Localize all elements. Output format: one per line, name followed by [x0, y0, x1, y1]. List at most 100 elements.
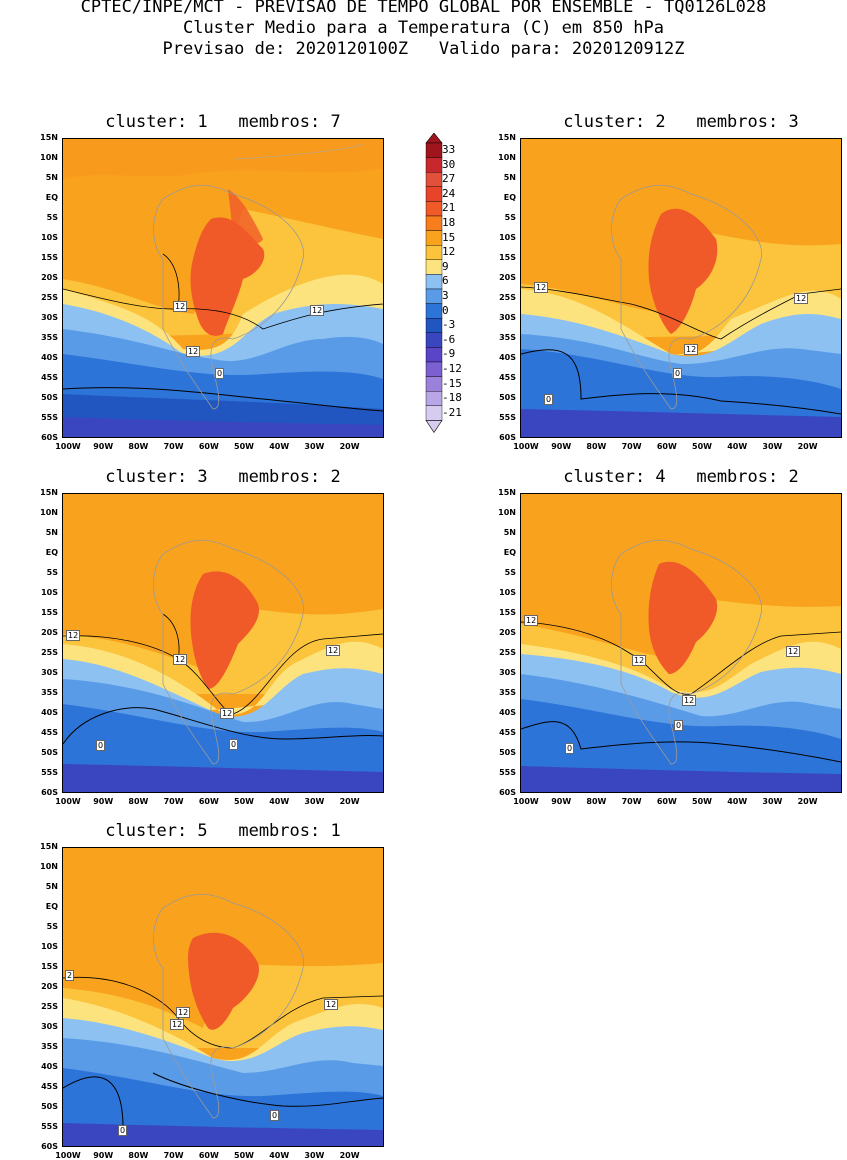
lon-tick-label: 30W [762, 442, 783, 451]
lat-tick-label: 60S [499, 788, 516, 797]
lat-tick-label: EQ [45, 193, 58, 202]
lat-tick-label: 15S [499, 253, 516, 262]
colorbar-swatch [425, 201, 443, 217]
lon-tick-label: 90W [93, 442, 114, 451]
lat-tick-label: 40S [41, 353, 58, 362]
lon-tick-label: 50W [692, 442, 712, 451]
colorbar-tick-label: 33 [442, 143, 456, 156]
lat-tick-label: 40S [41, 708, 58, 717]
lat-tick-label: 5S [46, 568, 58, 577]
lat-tick-label: 40S [499, 353, 516, 362]
lon-tick-label: 80W [128, 797, 149, 806]
lat-tick-label: 15N [498, 133, 516, 142]
lon-tick-label: 70W [163, 442, 184, 451]
lon-tick-label: 100W [55, 1151, 81, 1160]
lat-tick-label: 5S [46, 213, 58, 222]
contour-label: 12 [632, 655, 647, 666]
lon-tick-label: 80W [128, 442, 149, 451]
lon-tick-label: 100W [55, 797, 81, 806]
lat-tick-label: 10N [40, 862, 58, 871]
lat-tick-label: 5S [504, 213, 516, 222]
contour-label: 0 [270, 1110, 280, 1121]
lat-tick-label: 15S [499, 608, 516, 617]
lon-tick-label: 60W [198, 797, 219, 806]
colorbar-swatch [425, 142, 443, 158]
colorbar-swatch [425, 259, 443, 275]
contour-label: 12 [220, 708, 235, 719]
lon-tick-label: 60W [198, 442, 219, 451]
lat-tick-label: 15N [40, 842, 58, 851]
lon-tick-label: 60W [656, 797, 677, 806]
colorbar-tick-label: -21 [442, 405, 462, 419]
lat-tick-label: 30S [499, 668, 516, 677]
lon-tick-label: 50W [234, 1151, 254, 1160]
lat-tick-label: 15N [498, 488, 516, 497]
lat-tick-label: 10N [40, 153, 58, 162]
colorbar-tick-label: -12 [442, 362, 462, 375]
lat-tick-label: 40S [41, 1062, 58, 1071]
lat-tick-label: 5S [504, 568, 516, 577]
lat-tick-label: EQ [45, 902, 58, 911]
contour-label: 0 [544, 394, 554, 405]
colorbar-swatch [425, 303, 443, 319]
temperature-map [520, 138, 842, 438]
lat-tick-label: 40S [499, 708, 516, 717]
lat-tick-label: 5N [45, 882, 58, 891]
lon-tick-label: 40W [269, 797, 290, 806]
temperature-map [62, 493, 384, 793]
colorbar-tick-label: -6 [442, 332, 456, 346]
temperature-map [520, 493, 842, 793]
lon-tick-label: 50W [234, 442, 254, 451]
lat-tick-label: 60S [41, 433, 58, 442]
lat-tick-label: 25S [499, 293, 516, 302]
lat-tick-label: 55S [499, 413, 516, 422]
lat-tick-label: 10N [498, 153, 516, 162]
lat-tick-label: 55S [499, 768, 516, 777]
colorbar-tick-label: -18 [442, 391, 462, 405]
colorbar-swatch [425, 172, 443, 188]
contour-label: 12 [524, 615, 539, 626]
lat-tick-label: 15N [40, 488, 58, 497]
contour-label: 0 [96, 740, 106, 751]
lon-tick-label: 40W [727, 442, 748, 451]
lon-tick-label: 90W [93, 1151, 114, 1160]
colorbar-swatches [425, 133, 443, 433]
lon-tick-label: 40W [269, 1151, 290, 1160]
lat-tick-label: 45S [499, 728, 516, 737]
lon-tick-label: 20W [339, 797, 360, 806]
lat-tick-label: 35S [499, 333, 516, 342]
colorbar-tick-label: 18 [442, 216, 456, 229]
colorbar-tick-label: 3 [442, 289, 449, 302]
lat-tick-label: 15N [40, 133, 58, 142]
lon-tick-label: 30W [304, 1151, 325, 1160]
header-line-3: Previsao de: 2020120100Z Valido para: 20… [162, 39, 685, 59]
lon-tick-label: 20W [339, 442, 360, 451]
lat-tick-label: 60S [499, 433, 516, 442]
colorbar-tick-label: 30 [442, 157, 456, 171]
contour-label: 12 [176, 1007, 191, 1018]
lat-tick-label: 10S [41, 233, 58, 242]
colorbar-swatch [425, 274, 443, 290]
contour-label: 12 [186, 346, 201, 357]
lat-tick-label: 5N [503, 528, 516, 537]
contour-label: 12 [326, 645, 341, 656]
colorbar-tick-label: 24 [442, 186, 456, 200]
colorbar-tick-label: 12 [442, 245, 456, 259]
lat-tick-label: 30S [41, 668, 58, 677]
contour-label: 0 [215, 368, 225, 379]
lat-tick-label: 20S [41, 628, 58, 637]
lon-tick-label: 20W [797, 442, 818, 451]
lat-tick-label: 5N [45, 528, 58, 537]
panel-title: cluster: 3 membros: 2 [105, 467, 341, 487]
lat-tick-label: 45S [41, 728, 58, 737]
colorbar-swatch [425, 157, 443, 173]
colorbar-tick-label: 6 [442, 274, 449, 288]
lat-tick-label: 50S [41, 748, 58, 757]
colorbar-tick-label: 21 [442, 201, 456, 215]
lon-tick-label: 90W [551, 797, 572, 806]
lon-tick-label: 30W [762, 797, 783, 806]
lon-tick-label: 70W [621, 442, 642, 451]
lat-tick-label: 15S [41, 253, 58, 262]
lat-tick-label: 25S [41, 648, 58, 657]
lat-tick-label: 20S [41, 273, 58, 282]
